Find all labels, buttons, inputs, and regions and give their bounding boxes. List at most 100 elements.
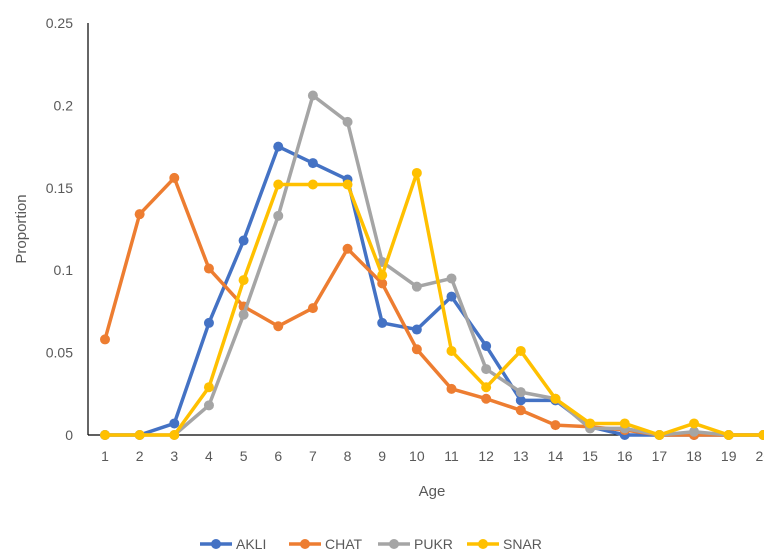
data-point: [411, 281, 422, 292]
series-line: [103, 171, 764, 437]
x-tick-label: 15: [582, 448, 598, 464]
data-point: [342, 243, 353, 254]
x-tick-label: 7: [309, 448, 317, 464]
data-point: [481, 393, 492, 404]
x-axis-title: Age: [419, 483, 446, 500]
data-point: [411, 324, 422, 335]
data-point: [273, 321, 284, 332]
data-point: [481, 341, 492, 352]
data-point: [515, 345, 526, 356]
x-tick-label: 11: [444, 448, 459, 464]
data-point: [723, 430, 734, 440]
data-point: [446, 291, 457, 302]
x-tick-label: 19: [721, 448, 737, 464]
legend-item: SNAR: [467, 536, 542, 552]
data-point: [550, 420, 561, 431]
legend: AKLI CHAT PUKR SNAR: [200, 536, 542, 552]
x-tick-label: 6: [274, 448, 282, 464]
series-akli: [100, 141, 764, 440]
legend-item: AKLI: [200, 536, 266, 552]
data-point: [203, 317, 214, 328]
data-point: [134, 209, 145, 220]
y-tick-label: 0.2: [54, 97, 74, 113]
legend-item: CHAT: [289, 536, 363, 552]
legend-swatch-marker: [478, 539, 488, 549]
data-point: [342, 116, 353, 127]
y-tick-label: 0.1: [54, 262, 74, 278]
x-tick-label: 1: [101, 448, 109, 464]
x-tick-label: 9: [378, 448, 386, 464]
data-point: [377, 278, 388, 289]
data-point: [411, 167, 422, 178]
y-tick-label: 0.15: [46, 180, 73, 196]
data-point: [689, 426, 700, 437]
y-tick-label: 0.05: [46, 345, 73, 361]
x-tick-label: 16: [617, 448, 633, 464]
data-point: [203, 263, 214, 274]
data-point: [515, 405, 526, 416]
y-axis-title: Proportion: [13, 194, 30, 263]
data-point: [654, 430, 665, 440]
series-pukr: [100, 90, 764, 440]
data-point: [273, 179, 284, 190]
y-tick-label: 0.25: [46, 15, 73, 31]
x-axis-ticks: 1234567891011121314151617181920: [101, 448, 764, 464]
data-point: [307, 90, 318, 101]
x-tick-label: 3: [170, 448, 178, 464]
data-point: [342, 179, 353, 190]
x-tick-label: 2: [136, 448, 144, 464]
x-tick-label: 13: [513, 448, 529, 464]
data-point: [307, 158, 318, 169]
data-point: [411, 344, 422, 355]
x-tick-label: 12: [478, 448, 494, 464]
data-point: [446, 383, 457, 394]
data-point: [134, 430, 145, 440]
legend-swatch-marker: [389, 539, 399, 549]
series-layer: [100, 90, 764, 440]
data-point: [758, 430, 764, 440]
data-point: [273, 210, 284, 221]
data-point: [446, 273, 457, 284]
data-point: [585, 418, 596, 429]
data-point: [689, 418, 700, 429]
x-tick-label: 5: [240, 448, 248, 464]
data-point: [203, 400, 214, 411]
data-point: [377, 317, 388, 328]
data-point: [273, 141, 284, 152]
y-axis-ticks: 0 0.05 0.1 0.15 0.2 0.25: [46, 15, 73, 443]
legend-label: PUKR: [414, 536, 453, 552]
data-point: [481, 382, 492, 393]
x-tick-label: 20: [756, 448, 764, 464]
data-point: [100, 430, 110, 440]
data-point: [515, 395, 526, 406]
legend-label: CHAT: [325, 536, 363, 552]
data-point: [515, 387, 526, 398]
x-tick-label: 14: [548, 448, 564, 464]
x-tick-label: 18: [686, 448, 702, 464]
data-point: [307, 303, 318, 314]
data-point: [203, 382, 214, 393]
y-tick-label: 0: [65, 427, 73, 443]
legend-label: SNAR: [503, 536, 542, 552]
data-point: [550, 393, 561, 404]
legend-swatch-marker: [211, 539, 221, 549]
data-point: [377, 270, 388, 281]
legend-item: PUKR: [378, 536, 453, 552]
data-point: [238, 235, 249, 246]
x-tick-label: 8: [344, 448, 352, 464]
data-point: [169, 418, 180, 429]
data-point: [307, 179, 318, 190]
data-point: [169, 430, 180, 440]
data-point: [619, 418, 630, 429]
legend-swatch-marker: [300, 539, 310, 549]
x-tick-label: 10: [409, 448, 425, 464]
x-tick-label: 4: [205, 448, 213, 464]
legend-label: AKLI: [236, 536, 266, 552]
data-point: [169, 172, 180, 183]
data-point: [481, 364, 492, 375]
data-point: [238, 275, 249, 286]
data-point: [100, 334, 110, 345]
data-point: [238, 309, 249, 320]
series-snar: [100, 167, 764, 440]
